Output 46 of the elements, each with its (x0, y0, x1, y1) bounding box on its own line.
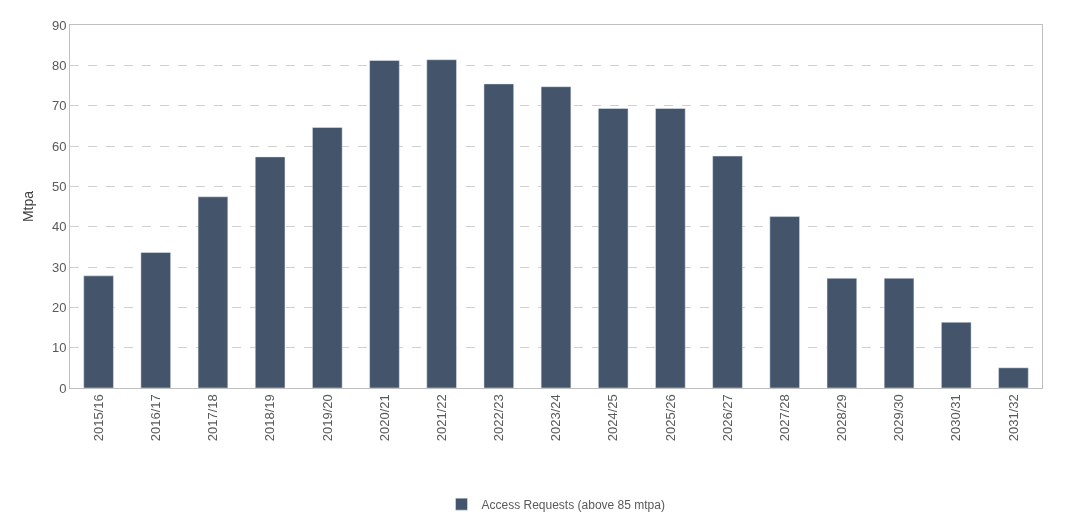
y-tick-label: 10 (51, 340, 67, 356)
x-tick-label: 2016/17 (147, 394, 163, 442)
x-tick-label: 2017/18 (205, 394, 221, 442)
bar (140, 252, 171, 388)
x-tick-label: 2030/31 (948, 394, 964, 442)
bar (598, 108, 629, 388)
y-tick-label: 0 (59, 380, 67, 396)
y-tick-label: 50 (51, 178, 67, 194)
x-tick-label: 2025/26 (662, 394, 678, 442)
legend-label: Access Requests (above 85 mtpa) (481, 497, 665, 512)
y-tick-label: 60 (51, 138, 67, 154)
x-tick-label: 2023/24 (548, 394, 564, 442)
bar (826, 278, 857, 388)
bar (483, 83, 514, 388)
y-axis-title: Mtpa (19, 190, 36, 223)
x-tick-label: 2028/29 (834, 394, 850, 442)
x-tick-label: 2022/23 (491, 394, 507, 442)
bar (197, 196, 229, 388)
bar (255, 156, 286, 388)
x-tick-label: 2021/22 (433, 394, 449, 442)
bar (83, 275, 114, 388)
bar (712, 155, 743, 388)
x-tick-label: 2018/19 (262, 394, 278, 442)
x-tick-label: 2024/25 (605, 394, 621, 442)
x-tick-label: 2019/20 (319, 394, 335, 442)
x-tick-label: 2027/28 (776, 394, 792, 442)
x-tick-label: 2020/21 (376, 394, 392, 442)
bar (312, 127, 343, 388)
bar (426, 59, 457, 388)
bar (655, 108, 686, 388)
bar (769, 216, 800, 388)
x-tick-label: 2015/16 (90, 394, 106, 442)
y-tick-label: 70 (51, 98, 67, 114)
y-tick-label: 40 (51, 219, 67, 235)
bar (540, 86, 572, 388)
bar (883, 278, 915, 388)
y-tick-label: 20 (51, 299, 67, 315)
bar (998, 367, 1029, 388)
bar (941, 322, 972, 388)
y-tick-label: 90 (51, 17, 67, 33)
bar (369, 60, 400, 388)
x-tick-label: 2029/30 (891, 394, 907, 442)
y-tick-label: 80 (51, 57, 67, 73)
x-tick-label: 2031/32 (1005, 394, 1021, 442)
y-tick-label: 30 (51, 259, 67, 275)
x-tick-label: 2026/27 (719, 394, 735, 442)
